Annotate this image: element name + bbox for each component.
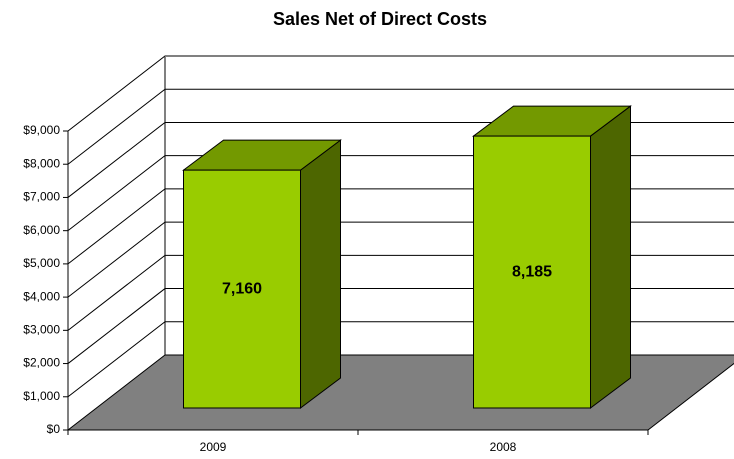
y-tick-label: $4,000 — [23, 289, 60, 303]
grid-line — [67, 254, 734, 331]
grid-line — [67, 55, 734, 132]
grid-line — [67, 188, 734, 265]
y-tick-label: $1,000 — [23, 389, 60, 403]
y-tick-label: $5,000 — [23, 256, 60, 270]
grid-line — [67, 288, 734, 364]
floor — [66, 354, 734, 431]
bar-side — [590, 105, 631, 409]
grid-line — [67, 121, 734, 198]
grid-line — [67, 155, 734, 232]
y-tick-label: $9,000 — [23, 123, 60, 137]
y-tick-label: $8,000 — [23, 156, 60, 170]
x-tick-label: 2008 — [490, 440, 517, 454]
bar — [473, 135, 591, 409]
y-tick-label: $3,000 — [23, 323, 60, 337]
grid-line — [67, 88, 734, 165]
y-tick-label: $6,000 — [23, 223, 60, 237]
bar-side — [300, 139, 341, 409]
y-tick-label: $0 — [47, 422, 61, 436]
chart-title: Sales Net of Direct Costs — [273, 9, 487, 29]
x-tick-label: 2009 — [200, 440, 227, 454]
y-tick-label: $2,000 — [23, 356, 60, 370]
grid-line — [67, 221, 734, 298]
data-label: 7,160 — [222, 280, 262, 297]
y-tick-label: $7,000 — [23, 190, 60, 204]
data-label: 8,185 — [512, 263, 552, 280]
bar — [183, 169, 301, 409]
